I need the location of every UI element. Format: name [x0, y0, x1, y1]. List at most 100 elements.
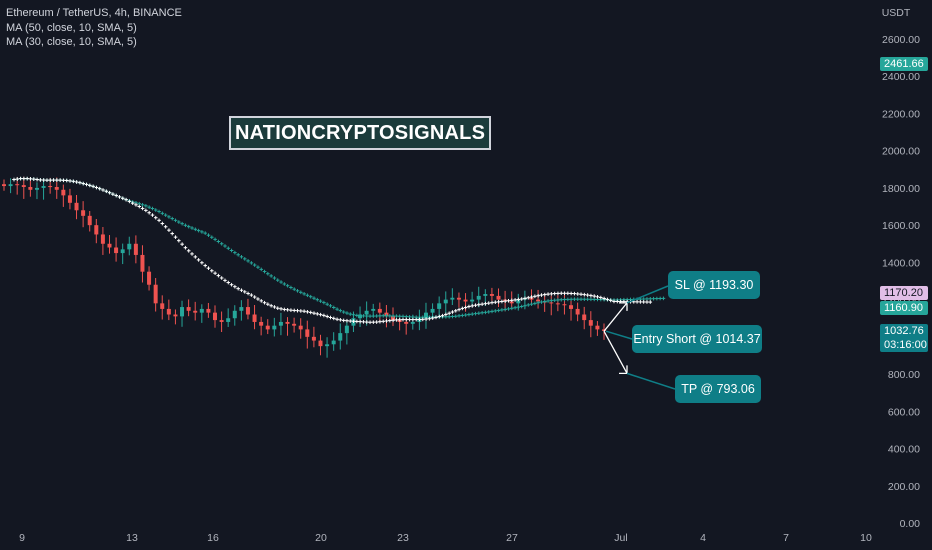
y-tick-label: 400.00	[888, 444, 920, 456]
y-tick-label: 200.00	[888, 481, 920, 493]
ma-30-line	[12, 176, 653, 325]
candle-body	[285, 321, 290, 324]
y-tick-label: 1400.00	[882, 257, 920, 269]
candle-body	[470, 299, 475, 302]
candle-body	[443, 299, 448, 304]
candle-body	[252, 314, 257, 322]
time-axis[interactable]: 9 13 16 20 23 27 Jul 4 7 10	[19, 532, 872, 544]
candle-body	[338, 333, 343, 341]
countdown-tag: 03:16:00	[880, 338, 928, 352]
candle-body	[404, 321, 409, 324]
y-tick-label: 2400.00	[882, 71, 920, 83]
candle-body	[259, 321, 264, 326]
y-tick-label: 1800.00	[882, 183, 920, 195]
candle-body	[391, 316, 396, 321]
ma-50-legend[interactable]: MA (50, close, 10, SMA, 5)	[6, 21, 137, 34]
price-axis[interactable]: USDT 2600.00 2400.00 2200.00 2000.00 1800.00 1…	[882, 7, 920, 530]
candle-body	[160, 303, 165, 309]
candle-body	[483, 294, 488, 296]
candle-body	[496, 295, 501, 300]
x-tick-label: 4	[700, 532, 706, 544]
candle-body	[549, 302, 554, 304]
candle-body	[410, 321, 415, 324]
y-tick-label: 0.00	[900, 518, 921, 530]
symbol-title[interactable]: Ethereum / TetherUS, 4h, BINANCE	[6, 7, 182, 19]
candle-body	[344, 325, 349, 334]
candle-body	[166, 308, 171, 315]
candle-body	[67, 195, 72, 203]
candle-body	[325, 344, 330, 347]
candle-body	[153, 284, 158, 304]
top-price-tag: 2461.66	[880, 57, 928, 71]
candle-body	[582, 314, 587, 321]
candle-body	[569, 305, 574, 309]
x-tick-label: 13	[126, 532, 138, 544]
candle-body	[54, 186, 59, 190]
tp-connector	[626, 372, 676, 390]
candle-body	[292, 323, 297, 326]
ma-green-price-tag: 1160.90	[880, 301, 928, 315]
candle-body	[318, 340, 323, 347]
candle-body	[100, 234, 105, 244]
candle-body	[377, 308, 382, 313]
candle-body	[371, 308, 376, 311]
candle-body	[186, 307, 191, 311]
candle-body	[180, 307, 185, 317]
candle-body	[555, 303, 560, 305]
candle-body	[74, 202, 79, 211]
candle-body	[140, 254, 145, 272]
x-tick-label: 20	[315, 532, 327, 544]
x-tick-label: Jul	[614, 532, 627, 544]
candle-body	[305, 329, 310, 337]
y-tick-label: 2200.00	[882, 108, 920, 120]
candle-body	[430, 308, 435, 313]
x-tick-label: 9	[19, 532, 25, 544]
sl-arrow	[603, 302, 628, 332]
x-tick-label: 27	[506, 532, 518, 544]
candle-body	[8, 184, 13, 187]
ma-white-price-tag: 1170.20	[880, 286, 928, 300]
tp-callout: TP @ 793.06	[675, 375, 761, 403]
candle-body	[107, 243, 112, 248]
ma-30-legend[interactable]: MA (30, close, 10, SMA, 5)	[6, 36, 137, 48]
y-tick-label: 2000.00	[882, 146, 920, 158]
candle-body	[509, 301, 514, 304]
sl-callout: SL @ 1193.30	[668, 271, 760, 299]
y-tick-label: 800.00	[888, 369, 920, 381]
x-tick-label: 16	[207, 532, 219, 544]
watermark-text: NATIONCRYPTOSIGNALS	[229, 116, 492, 150]
candle-body	[437, 303, 442, 309]
candle-body	[278, 321, 283, 326]
x-tick-label: 23	[397, 532, 409, 544]
entry-connector	[605, 330, 633, 340]
candle-body	[114, 247, 119, 254]
candle-body	[173, 314, 178, 317]
candle-body	[212, 312, 217, 321]
ma-50-line	[12, 176, 666, 320]
candle-body	[298, 325, 303, 330]
candle-body	[219, 320, 224, 322]
sl-connector	[626, 285, 669, 304]
candle-body	[127, 243, 132, 250]
last-price-tag: 1032.76	[880, 324, 928, 338]
candle-body	[489, 294, 494, 296]
candle-body	[28, 186, 33, 190]
candle-body	[2, 184, 6, 187]
y-tick-label: 1600.00	[882, 220, 920, 232]
candle-body	[516, 299, 521, 304]
candle-body	[147, 271, 152, 285]
candle-body	[199, 308, 204, 313]
candle-body	[476, 295, 481, 300]
candle-body	[272, 325, 277, 330]
candle-body	[120, 249, 125, 254]
candle-body	[61, 189, 66, 196]
candle-body	[364, 310, 369, 315]
candle-body	[21, 185, 26, 187]
candle-body	[575, 308, 580, 315]
y-tick-label: 2600.00	[882, 34, 920, 46]
candle-body	[48, 186, 53, 188]
entry-callout: Entry Short @ 1014.37	[632, 325, 762, 353]
candle-body	[94, 225, 99, 235]
candle-body	[536, 299, 541, 302]
